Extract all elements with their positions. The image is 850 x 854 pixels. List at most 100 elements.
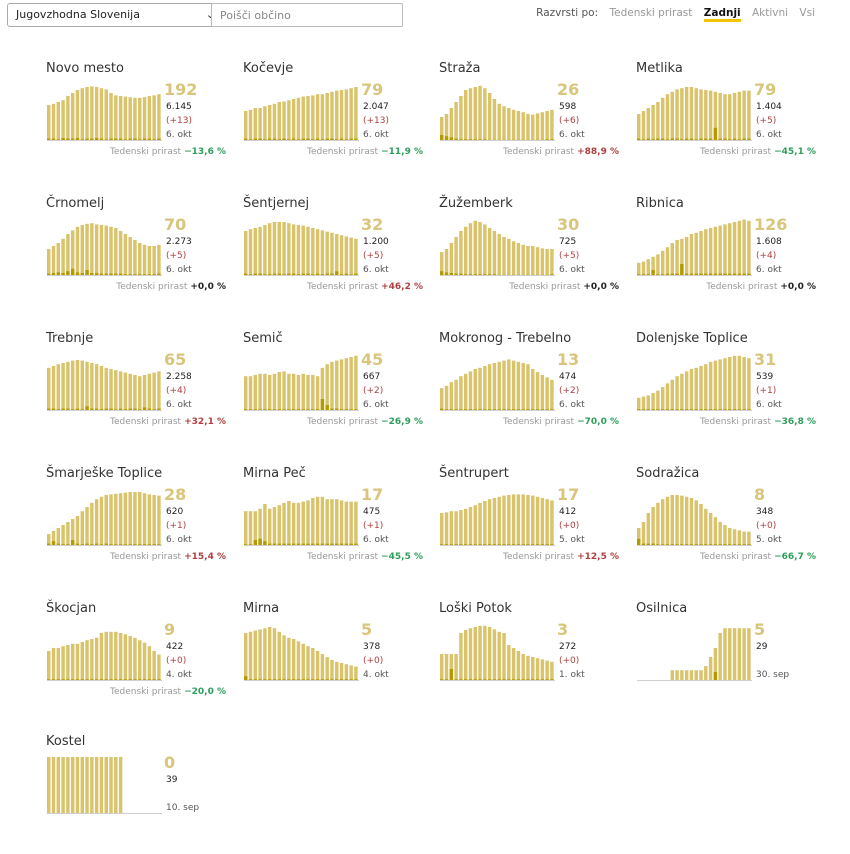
new-cases-bar bbox=[349, 543, 353, 546]
active-bar bbox=[694, 232, 698, 276]
active-bar bbox=[516, 111, 521, 141]
municipality-search-input[interactable] bbox=[211, 3, 403, 27]
new-cases-bar bbox=[449, 669, 454, 681]
active-bar bbox=[253, 228, 258, 276]
sort-bar: Razvrsti po: Tedenski prirast Zadnji Akt… bbox=[530, 7, 815, 22]
active-bar bbox=[646, 513, 651, 546]
weekly-growth-label: Tedenski prirast bbox=[700, 417, 772, 427]
active-bar bbox=[718, 522, 722, 546]
active-bar bbox=[641, 522, 646, 546]
active-bar bbox=[157, 654, 161, 681]
municipality-card[interactable]: Mirna 5 378 (+0) 4. okt bbox=[243, 601, 423, 721]
active-bar bbox=[99, 633, 104, 681]
region-select[interactable]: Jugovzhodna Slovenija ⌄ bbox=[7, 3, 224, 27]
municipality-card[interactable]: Kostel 0 39 10. sep bbox=[46, 734, 226, 854]
active-bar bbox=[94, 224, 99, 276]
active-bar bbox=[454, 654, 458, 681]
municipality-name: Šentjernej bbox=[243, 196, 310, 211]
municipality-card[interactable]: Dolenjske Toplice 31 539 (+1) 6. okt Tedenski… bbox=[636, 331, 816, 451]
active-bar bbox=[459, 633, 463, 681]
sort-option-aktivni[interactable]: Aktivni bbox=[751, 7, 789, 19]
active-cases: 28 bbox=[164, 485, 187, 504]
active-bar bbox=[708, 228, 713, 276]
total-cases: 348 bbox=[756, 507, 774, 517]
municipality-card[interactable]: Semič 45 667 (+2) 6. okt Tedenski prirast −26,… bbox=[243, 331, 423, 451]
active-bar bbox=[665, 247, 670, 276]
active-bar bbox=[282, 502, 286, 546]
active-bar bbox=[354, 238, 358, 276]
active-bar bbox=[728, 223, 732, 276]
active-bar bbox=[61, 238, 65, 276]
active-bar bbox=[440, 388, 444, 411]
active-bar bbox=[463, 373, 468, 411]
sort-option-zadnji[interactable]: Zadnji bbox=[703, 7, 741, 22]
active-bar bbox=[51, 103, 56, 141]
active-bar bbox=[708, 657, 713, 681]
new-cases-bar bbox=[306, 543, 310, 546]
municipality-card[interactable]: Kočevje 79 2.047 (+13) 6. okt Tedenski priras… bbox=[243, 61, 423, 181]
sort-option-tedenski-prirast[interactable]: Tedenski prirast bbox=[609, 7, 693, 19]
new-cases-bar bbox=[315, 543, 320, 546]
weekly-growth: Tedenski prirast +88,9 % bbox=[503, 147, 619, 157]
new-cases-bar bbox=[732, 138, 737, 141]
new-cases-bar bbox=[637, 138, 641, 141]
municipality-card[interactable]: Črnomelj 70 2.273 (+5) 6. okt Tedenski priras… bbox=[46, 196, 226, 316]
region-select-value: Jugovzhodna Slovenija bbox=[16, 8, 140, 21]
active-bar bbox=[287, 501, 291, 546]
new-cases-bar bbox=[258, 138, 262, 141]
weekly-growth-label: Tedenski prirast bbox=[116, 282, 188, 292]
municipality-card[interactable]: Osilnica 5 29 30. sep bbox=[636, 601, 816, 721]
new-cases-bar bbox=[723, 273, 727, 276]
active-bar bbox=[70, 360, 75, 411]
active-bar bbox=[330, 361, 334, 411]
new-cases-bar bbox=[440, 408, 444, 411]
active-bar bbox=[315, 651, 320, 681]
municipality-card[interactable]: Šentjernej 32 1.200 (+5) 6. okt Tedenski prir… bbox=[243, 196, 423, 316]
weekly-growth-value: +32,1 % bbox=[184, 417, 226, 427]
active-bar bbox=[315, 496, 320, 546]
active-bar bbox=[47, 367, 51, 411]
active-bar bbox=[713, 360, 718, 411]
weekly-growth-label: Tedenski prirast bbox=[110, 147, 182, 157]
active-bar bbox=[723, 525, 727, 546]
municipality-card[interactable]: Šmarješke Toplice 28 620 (+1) 6. okt Tedenski… bbox=[46, 466, 226, 586]
last-update-date: 5. okt bbox=[756, 535, 782, 545]
active-bar bbox=[253, 630, 258, 681]
new-cases-bar bbox=[90, 138, 94, 141]
active-bar bbox=[263, 504, 267, 546]
municipality-card[interactable]: Straža 26 598 (+6) 6. okt Tedenski prirast +88… bbox=[439, 61, 619, 181]
municipality-card[interactable]: Trebnje 65 2.258 (+4) 6. okt Tedenski prirast… bbox=[46, 331, 226, 451]
active-bar bbox=[296, 641, 301, 681]
new-cases-bar bbox=[56, 543, 61, 546]
municipality-card[interactable]: Ribnica 126 1.608 (+4) 6. okt Tedenski priras… bbox=[636, 196, 816, 316]
municipality-card[interactable]: Loški Potok 3 272 (+0) 1. okt bbox=[439, 601, 619, 721]
daily-change: (+1) bbox=[166, 521, 187, 531]
active-bar bbox=[492, 363, 497, 411]
municipality-card[interactable]: Škocjan 9 422 (+0) 4. okt Tedenski prirast −20… bbox=[46, 601, 226, 721]
active-bar bbox=[540, 659, 545, 681]
active-bar bbox=[128, 636, 132, 681]
new-cases-bar bbox=[258, 538, 262, 546]
active-bar bbox=[99, 366, 104, 411]
sort-option-vsi[interactable]: Vsi bbox=[799, 7, 815, 19]
municipality-card[interactable]: Mirna Peč 17 475 (+1) 6. okt Tedenski prirast… bbox=[243, 466, 423, 586]
municipality-card[interactable]: Šentrupert 17 412 (+0) 5. okt Tedenski priras… bbox=[439, 466, 619, 586]
municipality-card[interactable]: Mokronog - Trebelno 13 474 (+2) 6. okt Tedens… bbox=[439, 331, 619, 451]
total-cases: 475 bbox=[363, 507, 381, 517]
sparkline-chart bbox=[244, 222, 359, 276]
total-cases: 272 bbox=[559, 642, 577, 652]
municipality-name: Šentrupert bbox=[439, 466, 509, 481]
municipality-card[interactable]: Metlika 79 1.404 (+5) 6. okt Tedenski prirast… bbox=[636, 61, 816, 181]
last-update-date: 6. okt bbox=[756, 400, 782, 410]
active-bar bbox=[320, 496, 325, 546]
active-bar bbox=[104, 225, 108, 276]
active-bar bbox=[80, 225, 84, 276]
new-cases-bar bbox=[90, 273, 94, 276]
active-bar bbox=[315, 94, 320, 141]
active-bar bbox=[680, 88, 684, 141]
municipality-card[interactable]: Sodražica 8 348 (+0) 5. okt Tedenski prirast −… bbox=[636, 466, 816, 586]
daily-change: (+1) bbox=[363, 521, 384, 531]
municipality-card[interactable]: Novo mesto 192 6.145 (+13) 6. okt Tedenski pr… bbox=[46, 61, 226, 181]
municipality-card[interactable]: Žužemberk 30 725 (+5) 6. okt Tedenski prirast… bbox=[439, 196, 619, 316]
active-bar bbox=[708, 361, 713, 411]
